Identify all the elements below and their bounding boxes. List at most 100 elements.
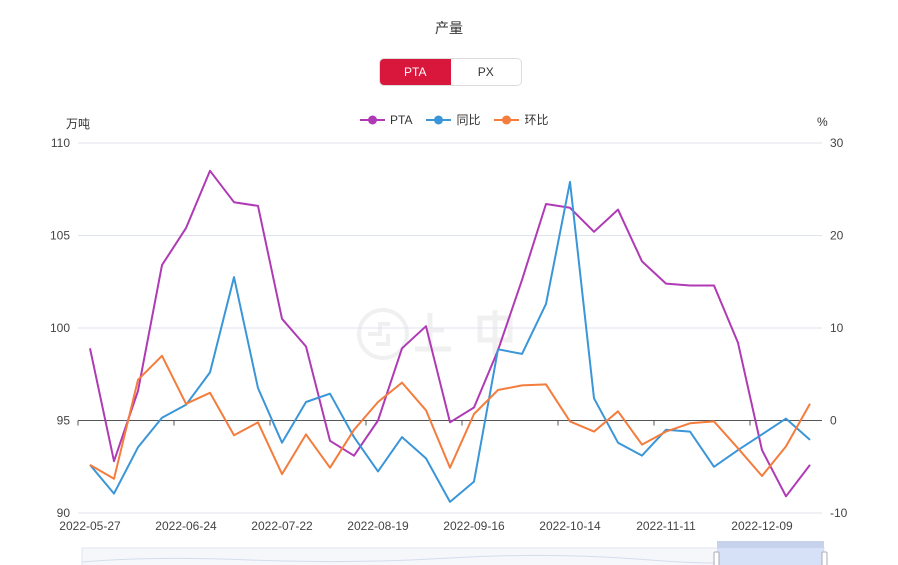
data-point[interactable] <box>448 420 452 424</box>
data-point[interactable] <box>760 432 764 436</box>
data-point[interactable] <box>568 419 572 423</box>
data-point[interactable] <box>784 444 788 448</box>
data-point[interactable] <box>664 282 668 286</box>
data-point[interactable] <box>712 283 716 287</box>
data-point[interactable] <box>88 346 92 350</box>
data-point[interactable] <box>424 456 428 460</box>
data-point[interactable] <box>640 443 644 447</box>
data-point[interactable] <box>376 419 380 423</box>
data-point[interactable] <box>352 428 356 432</box>
data-point[interactable] <box>616 441 620 445</box>
data-point[interactable] <box>808 438 812 442</box>
data-point[interactable] <box>328 466 332 470</box>
data-point[interactable] <box>424 324 428 328</box>
data-point[interactable] <box>112 492 116 496</box>
data-point[interactable] <box>328 392 332 396</box>
data-point[interactable] <box>256 420 260 424</box>
data-point[interactable] <box>136 445 140 449</box>
data-point[interactable] <box>304 432 308 436</box>
data-point[interactable] <box>352 435 356 439</box>
data-point[interactable] <box>520 352 524 356</box>
data-point[interactable] <box>280 441 284 445</box>
data-point[interactable] <box>496 388 500 392</box>
data-zoom-left-handle[interactable] <box>713 551 720 565</box>
data-point[interactable] <box>712 465 716 469</box>
data-point[interactable] <box>592 396 596 400</box>
data-point[interactable] <box>328 439 332 443</box>
legend-item-mom[interactable]: 环比 <box>494 111 548 128</box>
data-point[interactable] <box>400 346 404 350</box>
data-zoom-right-handle[interactable] <box>821 551 828 565</box>
data-point[interactable] <box>160 354 164 358</box>
data-point[interactable] <box>136 378 140 382</box>
toggle-pta[interactable]: PTA <box>380 59 451 85</box>
toggle-px[interactable]: PX <box>477 65 494 79</box>
data-point[interactable] <box>760 448 764 452</box>
data-point[interactable] <box>448 500 452 504</box>
data-point[interactable] <box>184 402 188 406</box>
data-point[interactable] <box>784 417 788 421</box>
data-point[interactable] <box>448 466 452 470</box>
data-point[interactable] <box>592 430 596 434</box>
data-point[interactable] <box>424 408 428 412</box>
data-point[interactable] <box>784 494 788 498</box>
data-point[interactable] <box>544 382 548 386</box>
data-point[interactable] <box>472 412 476 416</box>
data-point[interactable] <box>568 180 572 184</box>
data-point[interactable] <box>280 472 284 476</box>
legend-label: 同比 <box>456 113 481 127</box>
data-point[interactable] <box>232 200 236 204</box>
data-point[interactable] <box>688 283 692 287</box>
data-point[interactable] <box>400 435 404 439</box>
data-point[interactable] <box>736 341 740 345</box>
data-point[interactable] <box>616 409 620 413</box>
data-point[interactable] <box>376 400 380 404</box>
data-point[interactable] <box>256 204 260 208</box>
data-point[interactable] <box>160 263 164 267</box>
data-point[interactable] <box>712 419 716 423</box>
legend-item-pta[interactable]: PTA <box>360 111 412 128</box>
data-point[interactable] <box>304 400 308 404</box>
data-zoom-window[interactable] <box>717 548 824 565</box>
data-point[interactable] <box>472 406 476 410</box>
data-point[interactable] <box>640 259 644 263</box>
data-point[interactable] <box>544 202 548 206</box>
data-point[interactable] <box>544 302 548 306</box>
data-point[interactable] <box>808 402 812 406</box>
data-point[interactable] <box>472 480 476 484</box>
data-point[interactable] <box>568 206 572 210</box>
data-point[interactable] <box>520 383 524 387</box>
data-point[interactable] <box>208 391 212 395</box>
data-point[interactable] <box>208 370 212 374</box>
data-point[interactable] <box>280 317 284 321</box>
legend: PTA 同比 环比 <box>360 111 548 128</box>
data-point[interactable] <box>760 474 764 478</box>
data-point[interactable] <box>232 433 236 437</box>
data-zoom-slider[interactable] <box>81 541 828 565</box>
data-point[interactable] <box>664 430 668 434</box>
data-point[interactable] <box>232 275 236 279</box>
data-point[interactable] <box>304 345 308 349</box>
data-point[interactable] <box>496 347 500 351</box>
data-point[interactable] <box>736 446 740 450</box>
data-point[interactable] <box>520 278 524 282</box>
data-point[interactable] <box>112 477 116 481</box>
data-point[interactable] <box>640 454 644 458</box>
data-point[interactable] <box>88 463 92 467</box>
data-point[interactable] <box>688 430 692 434</box>
data-point[interactable] <box>256 386 260 390</box>
data-point[interactable] <box>400 381 404 385</box>
data-point[interactable] <box>808 463 812 467</box>
data-point[interactable] <box>184 226 188 230</box>
data-point[interactable] <box>352 454 356 458</box>
data-point[interactable] <box>112 459 116 463</box>
data-point[interactable] <box>688 421 692 425</box>
data-point[interactable] <box>208 169 212 173</box>
product-toggle[interactable]: PTA PX <box>379 58 522 86</box>
data-zoom-move-handle[interactable] <box>717 541 824 548</box>
data-point[interactable] <box>160 416 164 420</box>
data-point[interactable] <box>616 208 620 212</box>
data-point[interactable] <box>592 230 596 234</box>
data-point[interactable] <box>376 469 380 473</box>
legend-item-yoy[interactable]: 同比 <box>426 111 480 128</box>
